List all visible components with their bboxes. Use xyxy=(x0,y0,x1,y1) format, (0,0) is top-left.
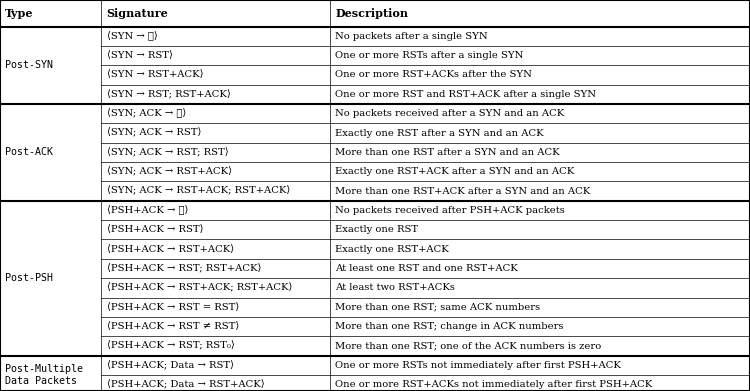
Text: Exactly one RST: Exactly one RST xyxy=(335,225,418,234)
Bar xyxy=(0,104,750,201)
Text: One or more RSTs not immediately after first PSH+ACK: One or more RSTs not immediately after f… xyxy=(335,361,621,370)
Bar xyxy=(0,27,750,104)
Text: ⟨PSH+ACK → RST = RST⟩: ⟨PSH+ACK → RST = RST⟩ xyxy=(106,303,238,312)
Text: ⟨PSH+ACK → RST+ACK⟩: ⟨PSH+ACK → RST+ACK⟩ xyxy=(106,245,234,254)
Text: One or more RST+ACKs not immediately after first PSH+ACK: One or more RST+ACKs not immediately aft… xyxy=(335,380,652,389)
Text: ⟨SYN; ACK → ∅⟩: ⟨SYN; ACK → ∅⟩ xyxy=(106,109,186,118)
Text: One or more RSTs after a single SYN: One or more RSTs after a single SYN xyxy=(335,51,524,60)
Text: ⟨SYN; ACK → RST⟩: ⟨SYN; ACK → RST⟩ xyxy=(106,128,201,138)
Text: No packets received after PSH+ACK packets: No packets received after PSH+ACK packet… xyxy=(335,206,565,215)
Text: At least one RST and one RST+ACK: At least one RST and one RST+ACK xyxy=(335,264,518,273)
Text: Post-ACK: Post-ACK xyxy=(5,147,53,158)
Text: No packets after a single SYN: No packets after a single SYN xyxy=(335,32,488,41)
Bar xyxy=(0,356,750,391)
Text: More than one RST; same ACK numbers: More than one RST; same ACK numbers xyxy=(335,303,540,312)
Text: Post-PSH: Post-PSH xyxy=(5,273,53,283)
Text: ⟨PSH+ACK → RST; RST₀⟩: ⟨PSH+ACK → RST; RST₀⟩ xyxy=(106,341,234,351)
Text: ⟨PSH+ACK → RST+ACK; RST+ACK⟩: ⟨PSH+ACK → RST+ACK; RST+ACK⟩ xyxy=(106,283,292,292)
Text: No packets received after a SYN and an ACK: No packets received after a SYN and an A… xyxy=(335,109,565,118)
Bar xyxy=(0,201,750,356)
Text: ⟨PSH+ACK → ∅⟩: ⟨PSH+ACK → ∅⟩ xyxy=(106,206,188,215)
Text: ⟨SYN → RST; RST+ACK⟩: ⟨SYN → RST; RST+ACK⟩ xyxy=(106,90,230,99)
Text: ⟨PSH+ACK → RST ≠ RST⟩: ⟨PSH+ACK → RST ≠ RST⟩ xyxy=(106,322,238,331)
Text: ⟨PSH+ACK; Data → RST⟩: ⟨PSH+ACK; Data → RST⟩ xyxy=(106,361,233,370)
Text: ⟨SYN; ACK → RST+ACK⟩: ⟨SYN; ACK → RST+ACK⟩ xyxy=(106,167,232,176)
Text: Post-SYN: Post-SYN xyxy=(5,60,53,70)
Text: At least two RST+ACKs: At least two RST+ACKs xyxy=(335,283,455,292)
Text: Signature: Signature xyxy=(106,8,168,19)
Text: ⟨PSH+ACK; Data → RST+ACK⟩: ⟨PSH+ACK; Data → RST+ACK⟩ xyxy=(106,380,264,389)
Text: Type: Type xyxy=(5,8,34,19)
Text: ⟨PSH+ACK → RST; RST+ACK⟩: ⟨PSH+ACK → RST; RST+ACK⟩ xyxy=(106,264,261,273)
Text: One or more RST and RST+ACK after a single SYN: One or more RST and RST+ACK after a sing… xyxy=(335,90,596,99)
Text: Exactly one RST+ACK: Exactly one RST+ACK xyxy=(335,245,449,254)
Text: More than one RST after a SYN and an ACK: More than one RST after a SYN and an ACK xyxy=(335,148,560,157)
Text: Exactly one RST after a SYN and an ACK: Exactly one RST after a SYN and an ACK xyxy=(335,129,544,138)
Text: Description: Description xyxy=(335,8,408,19)
Text: ⟨SYN → ∅⟩: ⟨SYN → ∅⟩ xyxy=(106,31,158,41)
Text: ⟨SYN → RST+ACK⟩: ⟨SYN → RST+ACK⟩ xyxy=(106,70,203,79)
Text: ⟨SYN; ACK → RST; RST⟩: ⟨SYN; ACK → RST; RST⟩ xyxy=(106,148,228,157)
Text: One or more RST+ACKs after the SYN: One or more RST+ACKs after the SYN xyxy=(335,70,532,79)
Text: Exactly one RST+ACK after a SYN and an ACK: Exactly one RST+ACK after a SYN and an A… xyxy=(335,167,574,176)
Text: ⟨SYN; ACK → RST+ACK; RST+ACK⟩: ⟨SYN; ACK → RST+ACK; RST+ACK⟩ xyxy=(106,187,290,196)
Text: Post-Multiple
Data Packets: Post-Multiple Data Packets xyxy=(5,364,83,386)
Text: More than one RST; one of the ACK numbers is zero: More than one RST; one of the ACK number… xyxy=(335,341,602,350)
Text: ⟨SYN → RST⟩: ⟨SYN → RST⟩ xyxy=(106,51,172,60)
Text: More than one RST; change in ACK numbers: More than one RST; change in ACK numbers xyxy=(335,322,564,331)
Text: More than one RST+ACK after a SYN and an ACK: More than one RST+ACK after a SYN and an… xyxy=(335,187,590,196)
Text: ⟨PSH+ACK → RST⟩: ⟨PSH+ACK → RST⟩ xyxy=(106,225,203,234)
Bar xyxy=(0,0,750,27)
